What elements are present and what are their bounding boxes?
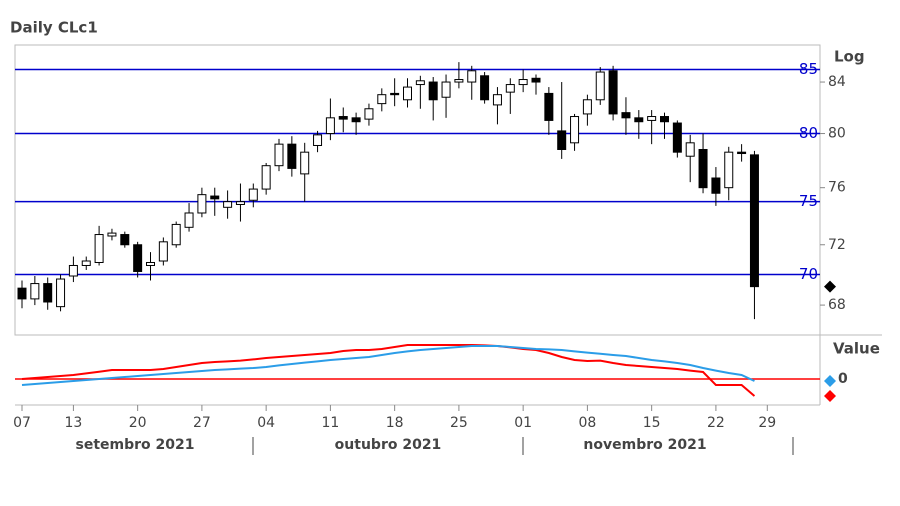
y-tick-label: 76 [828, 180, 846, 196]
month-label: setembro 2021 [76, 437, 195, 453]
candle-body [467, 70, 477, 83]
candle-body [197, 194, 207, 214]
candle-body [261, 165, 271, 190]
candle-body [724, 151, 734, 189]
candle-body [43, 283, 53, 303]
candle-body [68, 264, 78, 277]
candle-body [171, 223, 181, 246]
x-tick-label: 29 [758, 415, 776, 431]
candle-body [300, 151, 310, 175]
candle-body [223, 201, 233, 208]
y-tick-label: 80 [828, 126, 846, 142]
candle-body [120, 234, 130, 246]
candle-body [235, 201, 245, 205]
candle-body [210, 195, 220, 200]
candle-body [94, 234, 104, 263]
last-price-marker [824, 280, 836, 293]
candle-body [287, 143, 297, 169]
candle-body [749, 154, 759, 288]
level-label: 80 [799, 124, 818, 142]
candle-body [492, 94, 502, 106]
x-tick-label: 07 [13, 415, 31, 431]
month-label: novembro 2021 [583, 437, 706, 453]
candle-body [518, 79, 528, 86]
candle-body [56, 278, 66, 308]
y-tick-label: 72 [828, 237, 846, 253]
candle-body [248, 188, 258, 201]
x-tick-label: 18 [386, 415, 404, 431]
candle-body [107, 232, 117, 237]
candle-body [133, 244, 143, 272]
candle-body [146, 261, 155, 266]
candle-body [17, 287, 27, 300]
x-tick-label: 08 [578, 415, 596, 431]
level-label: 70 [799, 265, 818, 283]
x-tick-label: 01 [514, 415, 532, 431]
candle-body [428, 81, 438, 101]
candle-body [608, 70, 618, 115]
indicator-line [21, 344, 756, 397]
candle-body [415, 80, 425, 86]
last-value-marker [824, 375, 836, 387]
x-tick-label: 13 [64, 415, 82, 431]
x-tick-label: 27 [193, 415, 211, 431]
indicator-label: Value [833, 340, 880, 358]
candle-body [621, 112, 631, 119]
candle-body [672, 122, 682, 153]
candle-body [711, 177, 721, 194]
month-label: outubro 2021 [335, 437, 442, 453]
candle-body [634, 117, 644, 123]
x-tick-label: 15 [643, 415, 661, 431]
candle-body [505, 84, 515, 93]
candle-body [338, 116, 348, 120]
last-value-marker [824, 390, 836, 402]
candle-body [325, 117, 335, 135]
candle-body [81, 260, 91, 266]
x-tick-label: 04 [257, 415, 275, 431]
level-label: 75 [799, 192, 818, 210]
level-label: 85 [799, 60, 818, 78]
candle-body [390, 92, 400, 96]
chart-title: Daily CLc1 [10, 19, 98, 37]
y-tick-label: 68 [828, 297, 846, 313]
candle-body [595, 71, 605, 101]
candle-body [582, 99, 592, 115]
x-tick-label: 20 [129, 415, 147, 431]
candle-body [737, 151, 747, 155]
candle-body [660, 116, 669, 123]
indicator-line [21, 345, 755, 386]
candle-body [698, 148, 708, 189]
x-tick-label: 11 [321, 415, 339, 431]
candle-body [544, 92, 554, 121]
x-tick-label: 22 [707, 415, 725, 431]
candle-body [403, 86, 412, 101]
y-tick-label: 0 [838, 371, 848, 387]
candle-body [274, 143, 284, 167]
candle-body [647, 116, 657, 121]
candle-body [184, 212, 194, 228]
scale-label: Log [834, 48, 865, 66]
candle-body [557, 130, 567, 150]
candle-body [480, 75, 490, 101]
x-tick-label: 25 [450, 415, 468, 431]
candle-body [454, 79, 464, 83]
candle-body [570, 116, 580, 144]
candle-body [158, 241, 168, 262]
candle-body [313, 134, 323, 146]
candle-body [364, 108, 374, 120]
candle-body [441, 81, 451, 98]
candle-body [377, 94, 387, 105]
candle-body [531, 77, 541, 83]
y-tick-label: 84 [828, 74, 846, 90]
candle-body [685, 142, 695, 157]
candle-body [30, 283, 40, 300]
candle-body [351, 117, 361, 123]
